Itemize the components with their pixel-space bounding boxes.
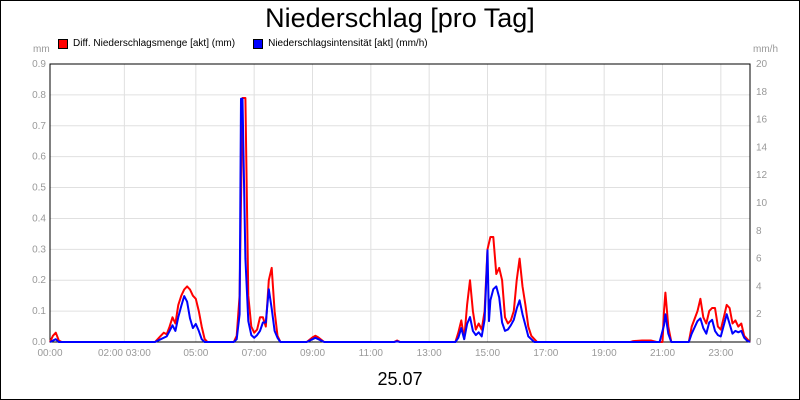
y-left-tick-label: 0.2 (32, 275, 46, 286)
x-tick-label: 21:00 (650, 348, 675, 359)
y-right-tick-label: 6 (756, 254, 762, 265)
x-tick-label: 13:00 (417, 348, 442, 359)
series-line-0 (49, 97, 751, 343)
legend-swatch-red (58, 38, 68, 49)
y-right-tick-label: 10 (756, 198, 768, 209)
y-right-tick-label: 12 (756, 170, 768, 181)
y-left-tick-label: 0.9 (32, 59, 46, 70)
y-left-unit: mm (33, 44, 50, 55)
chart-title: Niederschlag [pro Tag] (265, 3, 535, 33)
y-left-tick-label: 0.8 (32, 90, 46, 101)
x-tick-label: 15:00 (475, 348, 500, 359)
y-left-tick-label: 0.1 (32, 306, 46, 317)
legend-label-menge: Diff. Niederschlagsmenge [akt] (mm) (73, 38, 236, 49)
series-line-1 (49, 97, 751, 343)
x-tick-label: 02:00 03:00 (98, 348, 151, 359)
x-tick-label: 05:00 (183, 348, 208, 359)
legend-item-intensitaet: Niederschlagsintensität [akt] (mm/h) (253, 38, 428, 49)
y-right-tick-label: 14 (756, 142, 768, 153)
x-tick-label: 07:00 (242, 348, 267, 359)
y-right-unit: mm/h (753, 44, 778, 55)
y-left-tick-label: 0.5 (32, 183, 46, 194)
date-label: 25.07 (377, 369, 423, 389)
y-left-tick-label: 0.7 (32, 121, 46, 132)
legend-item-menge: Diff. Niederschlagsmenge [akt] (mm) (58, 38, 235, 49)
y-right-tick-label: 4 (756, 281, 762, 292)
x-tick-label: 23:00 (708, 348, 733, 359)
legend-label-intensitaet: Niederschlagsintensität [akt] (mm/h) (268, 38, 428, 49)
y-right-tick-label: 0 (756, 337, 762, 348)
plot-border (49, 63, 751, 343)
y-right-tick-label: 2 (756, 309, 762, 320)
x-tick-label: 00:00 (37, 348, 62, 359)
legend-swatch-blue (253, 38, 264, 49)
x-tick-label: 11:00 (359, 348, 384, 359)
y-left-tick-label: 0.0 (32, 337, 46, 348)
y-right-tick-label: 8 (756, 226, 762, 237)
y-left-tick-label: 0.4 (32, 213, 46, 224)
legend: Diff. Niederschlagsmenge [akt] (mm) Nied… (58, 38, 428, 49)
y-right-tick-label: 16 (756, 115, 768, 126)
y-left-tick-label: 0.3 (32, 244, 46, 255)
y-left-tick-label: 0.6 (32, 152, 46, 163)
x-tick-label: 09:00 (300, 348, 325, 359)
x-tick-label: 19:00 (592, 348, 617, 359)
x-tick-label: 17:00 (533, 348, 558, 359)
y-right-tick-label: 20 (756, 59, 768, 70)
y-right-tick-label: 18 (756, 87, 768, 98)
